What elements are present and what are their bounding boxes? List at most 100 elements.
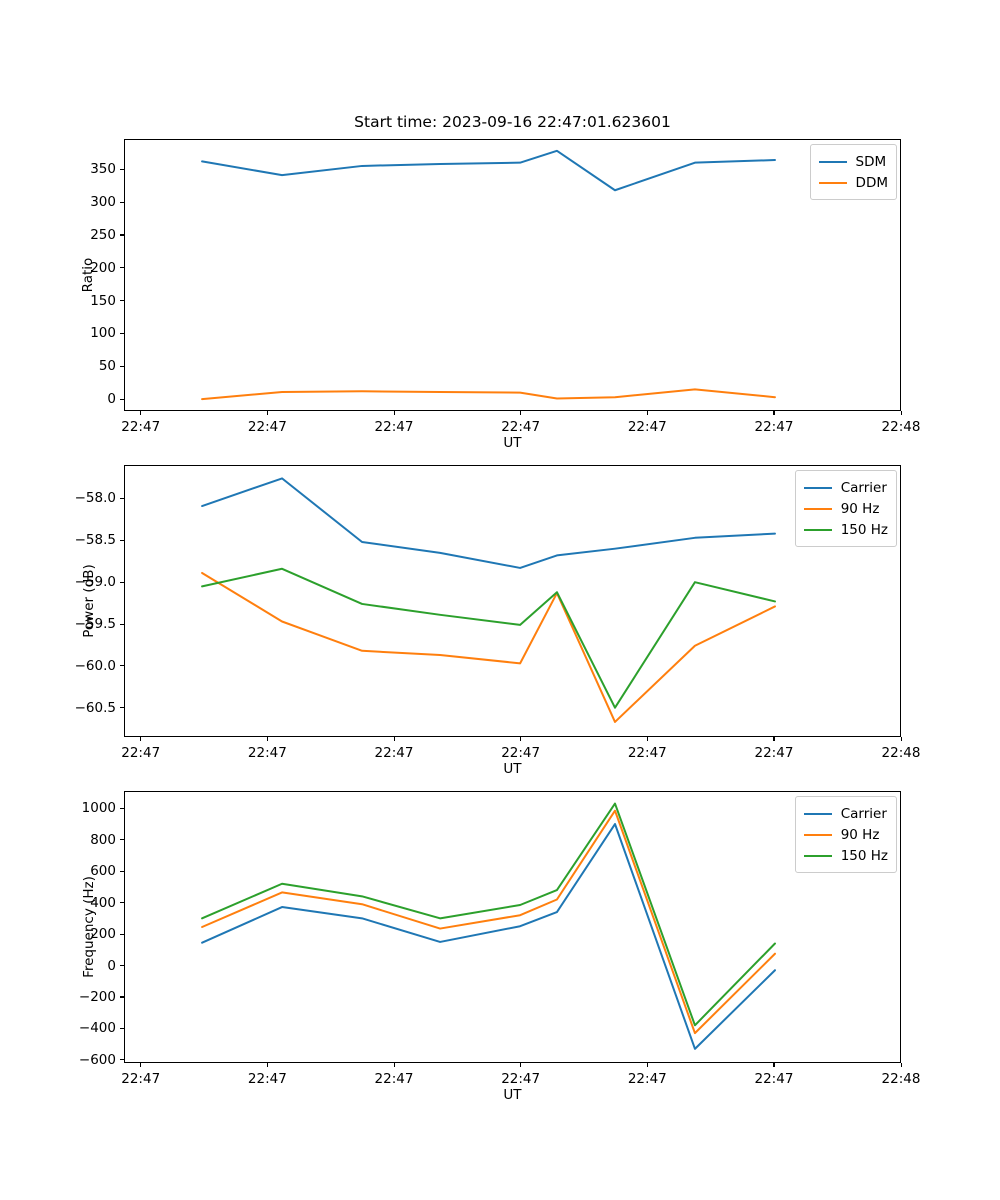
series-line-150-hz: [201, 567, 776, 709]
y-tick-mark: [120, 965, 124, 967]
y-tick-mark: [120, 234, 124, 236]
series-line-carrier: [201, 477, 776, 569]
y-tick-mark: [120, 996, 124, 998]
x-tick-mark: [140, 411, 142, 415]
series-layer-ratio: [201, 149, 776, 401]
axes-frame-frequency: [124, 791, 901, 1063]
x-tick-label: 22:47: [247, 419, 287, 435]
y-tick-mark: [120, 267, 124, 269]
legend-swatch-icon: [803, 833, 832, 836]
series-line-ddm: [201, 388, 776, 401]
x-tick-label: 22:47: [627, 745, 667, 761]
series-layer-power: [201, 477, 776, 723]
x-tick-mark: [140, 1063, 142, 1067]
x-tick-mark: [140, 737, 142, 741]
y-tick-label: −200: [78, 988, 116, 1005]
y-tick-mark: [120, 665, 124, 667]
y-tick-label: −58.0: [74, 490, 116, 507]
x-tick-label: 22:47: [754, 419, 794, 435]
legend-swatch-icon: [803, 528, 832, 531]
y-tick-mark: [120, 201, 124, 203]
x-tick-label: 22:47: [627, 419, 667, 435]
y-tick-mark: [120, 168, 124, 170]
x-tick-mark: [393, 737, 395, 741]
x-tick-mark: [773, 737, 775, 741]
x-tick-label: 22:47: [501, 419, 541, 435]
legend-label: 90 Hz: [840, 826, 880, 843]
y-tick-mark: [120, 497, 124, 500]
y-tick-mark: [120, 902, 124, 904]
x-tick-mark: [900, 737, 902, 741]
y-tick-label: 0: [107, 957, 116, 974]
x-tick-mark: [520, 1063, 522, 1067]
legend-label: SDM: [855, 153, 887, 170]
x-tick-label: 22:47: [247, 745, 287, 761]
y-tick-mark: [120, 365, 124, 367]
y-tick-label: −60.5: [74, 699, 116, 716]
legend-entry[interactable]: 90 Hz: [803, 824, 888, 845]
subplot-ratio: Start time: 2023-09-16 22:47:01.623601 0…: [80, 113, 920, 451]
y-tick-label: 150: [90, 292, 116, 309]
series-line-150-hz: [201, 802, 776, 1027]
x-tick-label: 22:48: [881, 419, 921, 435]
y-tick-label: −58.5: [74, 532, 116, 549]
figure-title: Start time: 2023-09-16 22:47:01.623601: [354, 113, 671, 131]
series-line-90-hz: [201, 571, 776, 723]
y-tick-label: −400: [78, 1020, 116, 1037]
x-tick-label: 22:48: [881, 1071, 921, 1087]
x-tick-label: 22:47: [374, 419, 414, 435]
legend-label: 150 Hz: [840, 521, 888, 538]
x-tick-label: 22:47: [247, 1071, 287, 1087]
legend-swatch-icon: [803, 486, 832, 489]
x-tick-label: 22:47: [374, 745, 414, 761]
y-tick-mark: [120, 332, 124, 335]
x-tick-mark: [646, 1063, 648, 1067]
legend-entry[interactable]: Carrier: [803, 803, 888, 824]
series-layer-frequency: [201, 802, 776, 1050]
legend-entry[interactable]: 150 Hz: [803, 845, 888, 866]
y-tick-mark: [120, 1027, 124, 1029]
y-tick-mark: [120, 539, 124, 541]
series-line-carrier: [201, 823, 776, 1050]
y-tick-label: 200: [90, 259, 116, 276]
legend-ratio[interactable]: SDM DDM: [809, 144, 897, 200]
x-tick-mark: [393, 411, 395, 415]
x-tick-mark: [520, 737, 522, 741]
legend-entry[interactable]: Carrier: [803, 477, 888, 498]
y-axis-label-power: Power (dB): [81, 564, 97, 638]
x-tick-mark: [266, 411, 268, 415]
legend-entry[interactable]: DDM: [818, 172, 888, 193]
y-tick-mark: [120, 870, 124, 872]
x-tick-mark: [520, 411, 522, 415]
x-tick-label: 22:47: [501, 1071, 541, 1087]
legend-power[interactable]: Carrier 90 Hz 150 Hz: [794, 470, 897, 547]
subplot-power: −58.0 −58.5 −59.0 −59.5 −60.0 −60.5 22:47 22:4…: [75, 465, 920, 777]
legend-entry[interactable]: SDM: [818, 151, 888, 172]
subplot-frequency: −600 −400 −200 0 200 400 600 800 1000 22:47 22:47…: [79, 791, 920, 1103]
y-axis-label-frequency: Frequency (Hz): [81, 876, 97, 978]
x-tick-mark: [773, 1063, 775, 1067]
legend-label: DDM: [855, 174, 888, 191]
x-tick-mark: [266, 1063, 268, 1067]
legend-label: 90 Hz: [840, 500, 880, 517]
y-tick-mark: [120, 707, 124, 709]
y-tick-label: −59.5: [74, 616, 116, 632]
y-tick-mark: [120, 933, 124, 935]
y-tick-mark: [120, 398, 124, 400]
x-tick-mark: [266, 737, 268, 741]
legend-label: Carrier: [840, 805, 887, 822]
y-tick-label: −60.0: [74, 657, 116, 674]
x-axis-label-frequency: UT: [503, 1087, 522, 1103]
series-line-90-hz: [201, 809, 776, 1035]
legend-swatch-icon: [803, 507, 832, 510]
y-tick-label: −59.0: [74, 574, 116, 591]
x-tick-label: 22:47: [121, 745, 161, 761]
legend-entry[interactable]: 90 Hz: [803, 498, 888, 519]
legend-entry[interactable]: 150 Hz: [803, 519, 888, 540]
x-axis-label-ratio: UT: [503, 435, 522, 451]
axes-frame-power: [124, 465, 901, 737]
y-tick-label: 50: [98, 358, 116, 375]
legend-frequency[interactable]: Carrier 90 Hz 150 Hz: [794, 796, 897, 873]
y-tick-label: 800: [90, 831, 116, 848]
